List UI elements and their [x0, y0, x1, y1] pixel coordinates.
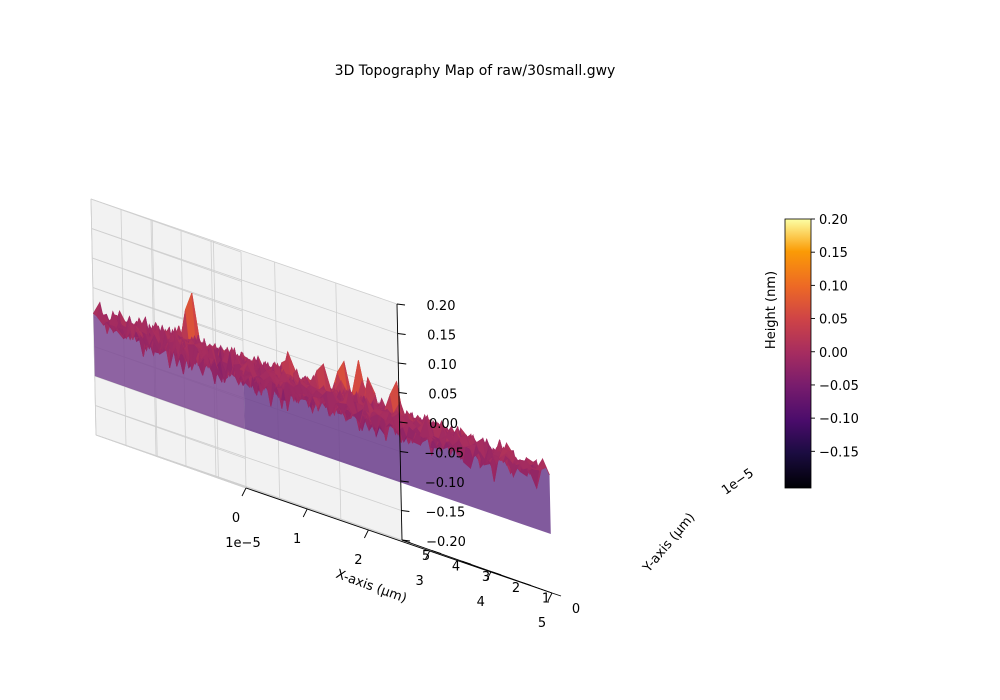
z-axis-ticks: −0.20 −0.15 −0.10 −0.05 0.00 0.05 0.10 0.15 0.20 — [396, 299, 466, 550]
colorbar-tick-label: 0.00 — [819, 346, 848, 361]
z-tick-mark — [401, 510, 410, 512]
y-tick-label: 4 — [452, 560, 460, 575]
colorbar-tick-label: 0.15 — [819, 246, 848, 261]
y-tick-label: 3 — [482, 570, 490, 585]
chart-title: 3D Topography Map of raw/30small.gwy — [335, 63, 616, 79]
y-tick-label: 2 — [512, 581, 520, 596]
colorbar-tick-label: −0.15 — [819, 445, 859, 460]
z-tick-label: 0.00 — [429, 417, 458, 432]
colorbar-tick-label: −0.10 — [819, 412, 859, 427]
z-tick-mark — [398, 362, 407, 365]
x-tick-mark — [425, 550, 431, 560]
z-tick-mark — [398, 392, 407, 394]
z-axis-label: Height (nm) — [764, 271, 779, 349]
y-axis-ticks: 0 1 2 3 4 5 — [401, 539, 580, 617]
z-tick-label: −0.10 — [425, 476, 465, 491]
surface-cell — [538, 457, 550, 476]
y-tick-mark — [491, 571, 502, 576]
y-tick-mark — [461, 560, 472, 565]
z-tick-mark — [397, 333, 406, 335]
x-tick-mark — [241, 487, 247, 497]
x-tick-label: 1 — [293, 532, 301, 547]
colorbar-tick-label: 0.20 — [819, 213, 848, 228]
colorbar-gradient — [784, 218, 812, 489]
y-tick-label: 0 — [572, 602, 580, 617]
z-tick-mark — [396, 303, 406, 306]
y-tick-mark — [521, 581, 532, 586]
y-tick-label: 5 — [422, 549, 430, 564]
z-tick-mark — [401, 539, 411, 542]
z-tick-label: 0.05 — [428, 388, 457, 403]
x-offset-label: 1e−5 — [225, 536, 260, 551]
z-tick-label: 0.20 — [427, 299, 456, 314]
x-tick-label: 0 — [232, 511, 240, 526]
y-tick-label: 1 — [542, 591, 550, 606]
y-tick-mark — [551, 592, 562, 597]
x-axis-label: X-axis (µm) — [334, 567, 409, 606]
axes-3d: 0 1 2 3 4 5 0 1 2 3 4 5 −0.20 −0.15 −0.10 −0.05 0.00 0.… — [90, 198, 580, 631]
z-tick-label: 0.10 — [428, 358, 457, 373]
z-tick-label: −0.05 — [424, 447, 464, 462]
gridline-z-back — [92, 257, 399, 364]
x-tick-mark — [547, 592, 553, 602]
y-axis-label: Y-axis (µm) — [640, 510, 699, 576]
x-axis-ticks: 0 1 2 3 4 5 — [232, 487, 553, 631]
x-tick-label: 2 — [354, 553, 362, 568]
z-tick-mark — [399, 421, 408, 424]
gridline-z-back — [95, 405, 402, 511]
z-tick-label: −0.20 — [426, 535, 466, 550]
gridline-z-back — [91, 228, 398, 334]
colorbar: 0.20 0.15 0.10 0.05 0.00 −0.05 −0.10 −0.15 — [784, 213, 859, 489]
z-tick-mark — [400, 480, 409, 483]
colorbar-tick-label: −0.05 — [819, 379, 859, 394]
x-tick-label: 3 — [415, 574, 423, 589]
z-tick-label: 0.15 — [427, 329, 456, 344]
topography-surface — [92, 292, 551, 534]
gridline-z-back — [95, 434, 403, 541]
x-tick-mark — [486, 571, 492, 581]
x-tick-mark — [363, 529, 369, 539]
x-axis-line — [245, 487, 553, 594]
gridline-z-back — [90, 198, 398, 305]
surface-left-wall — [93, 308, 245, 429]
colorbar-ticks: 0.20 0.15 0.10 0.05 0.00 −0.05 −0.10 −0.15 — [811, 213, 859, 460]
x-tick-label: 5 — [538, 616, 546, 631]
x-tick-mark — [302, 508, 308, 518]
gridline-z-back — [92, 287, 400, 393]
colorbar-tick-label: 0.10 — [819, 279, 848, 294]
z-tick-label: −0.15 — [425, 506, 465, 521]
y-tick-mark — [431, 550, 442, 555]
z-tick-mark — [400, 451, 409, 453]
x-tick-label: 4 — [477, 595, 485, 610]
y-offset-label: 1e−5 — [719, 466, 757, 499]
colorbar-tick-label: 0.05 — [819, 313, 848, 328]
